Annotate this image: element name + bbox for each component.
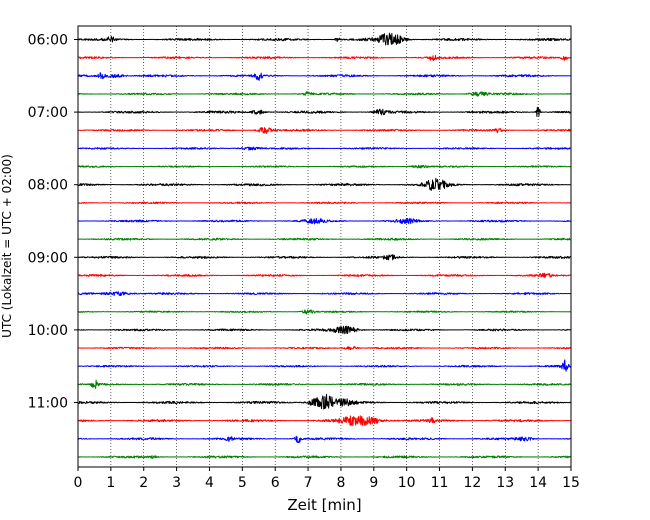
trace-0845 (77, 237, 572, 241)
x-tick-label-1: 1 (106, 475, 115, 491)
trace-0615 (77, 54, 572, 62)
x-tick-label-14: 14 (529, 475, 547, 491)
trace-0715 (77, 127, 572, 134)
trace-1115 (77, 415, 572, 427)
trace-1130 (77, 435, 572, 444)
x-tick-label-10: 10 (398, 475, 416, 491)
x-tick-label-8: 8 (336, 475, 345, 491)
seismogram-traces (77, 32, 572, 459)
x-axis-ticks: 0 1 2 3 4 5 6 7 8 9 10 11 12 13 14 15 (74, 467, 580, 491)
y-tick-label-5: 11:00 (28, 396, 68, 412)
trace-0900 (77, 254, 572, 261)
plot-frame (77, 25, 572, 468)
trace-1030 (77, 359, 572, 372)
trace-0830 (77, 217, 572, 225)
y-tick-label-4: 10:00 (28, 323, 68, 339)
y-axis-ticks: 06:00 07:00 08:00 09:00 10:00 11:00 (28, 33, 78, 412)
x-tick-label-2: 2 (139, 475, 148, 491)
x-tick-label-0: 0 (74, 475, 83, 491)
trace-1045 (77, 379, 572, 389)
trace-0700 (77, 106, 572, 117)
x-tick-label-12: 12 (463, 475, 481, 491)
x-axis-label: Zeit [min] (287, 496, 361, 514)
x-tick-label-7: 7 (304, 475, 313, 491)
trace-1145 (77, 455, 572, 459)
trace-0600 (77, 32, 572, 46)
x-tick-label-5: 5 (238, 475, 247, 491)
y-tick-label-3: 09:00 (28, 250, 68, 266)
trace-0915 (77, 272, 572, 278)
trace-0930 (77, 291, 572, 297)
y-tick-label-1: 07:00 (28, 105, 68, 121)
x-tick-label-9: 9 (369, 475, 378, 491)
y-tick-label-2: 08:00 (28, 178, 68, 194)
trace-0645 (77, 91, 572, 97)
x-tick-label-15: 15 (562, 475, 580, 491)
trace-0730 (77, 146, 572, 151)
y-tick-label-0: 06:00 (28, 33, 68, 49)
trace-1015 (77, 345, 572, 351)
x-tick-label-6: 6 (271, 475, 280, 491)
y-axis-label: UTC (Lokalzeit = UTC + 02:00) (0, 154, 14, 338)
trace-0800 (77, 177, 572, 191)
x-tick-label-4: 4 (205, 475, 214, 491)
x-tick-label-11: 11 (431, 475, 449, 491)
trace-0945 (77, 309, 572, 315)
trace-0745 (77, 164, 572, 169)
trace-1000 (77, 325, 572, 335)
trace-0630 (77, 72, 572, 81)
x-tick-label-3: 3 (172, 475, 181, 491)
x-tick-label-13: 13 (496, 475, 514, 491)
trace-1100 (77, 393, 572, 410)
trace-0815 (77, 201, 572, 205)
